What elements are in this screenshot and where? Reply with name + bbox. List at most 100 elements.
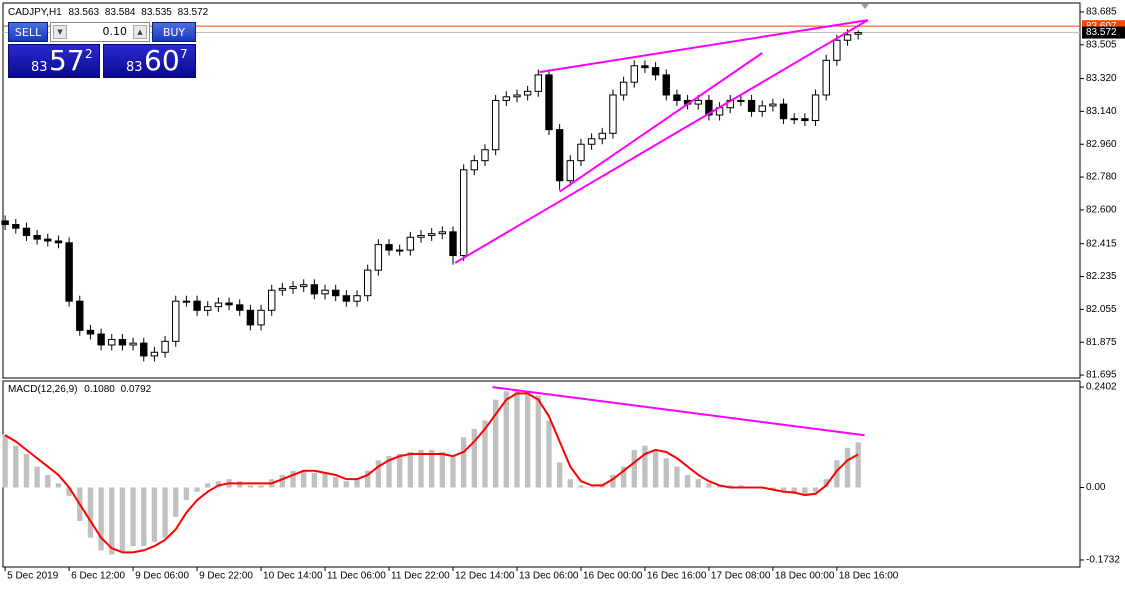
macd-bar [546, 420, 552, 488]
candle-body [587, 138, 596, 145]
candle-body [811, 94, 820, 122]
x-tick-label: 13 Dec 06:00 [519, 571, 579, 582]
candle-body [545, 74, 553, 131]
candle-body [193, 300, 201, 311]
macd-bar [503, 391, 509, 488]
candle-body [577, 143, 585, 162]
candle-body [566, 160, 574, 182]
macd-bar [354, 479, 360, 488]
buy-quote[interactable]: 83 60 7 [103, 44, 196, 78]
lot-up[interactable]: ▲ [133, 25, 147, 39]
macd-bar [652, 449, 659, 488]
candle-body [609, 94, 617, 134]
candle-body [129, 342, 137, 346]
macd-bar [556, 462, 563, 488]
macd-title: MACD(12,26,9) [8, 384, 77, 395]
macd-bar [610, 474, 616, 488]
macd-bar [706, 483, 712, 488]
candle-body [342, 295, 351, 302]
macd-bar [375, 460, 382, 488]
candle-body [449, 231, 457, 257]
candle-body [65, 242, 73, 302]
y-tick-label: -0.1732 [1086, 555, 1120, 566]
candle-body [790, 118, 798, 121]
y-tick-label: 82.415 [1086, 238, 1117, 249]
candle-body [470, 160, 479, 171]
sell-big: 83 [31, 60, 48, 75]
candle-body [1, 220, 9, 226]
candle-body [331, 289, 340, 297]
candle-body [214, 302, 223, 308]
macd-bar [429, 449, 435, 488]
macd-bar [237, 481, 243, 488]
candle-body [246, 309, 255, 326]
candle-body [833, 39, 841, 61]
macd-bar [130, 487, 136, 547]
candle-body [150, 351, 159, 357]
y-tick-label: 83.140 [1086, 106, 1117, 117]
bid-label-box [1082, 26, 1125, 39]
trendline [559, 52, 763, 193]
macd-bar [695, 479, 701, 488]
macd-bar [162, 487, 168, 538]
x-tick-label: 16 Dec 16:00 [647, 571, 707, 582]
last-close: 83.572 [178, 7, 209, 18]
x-tick-label: 9 Dec 06:00 [135, 571, 189, 582]
candle-body [481, 149, 489, 162]
macd-bar [173, 487, 179, 517]
candle-body [44, 238, 52, 242]
signal-line [4, 392, 859, 554]
sell-quote[interactable]: 83 57 2 [8, 44, 100, 78]
y-tick-label: 83.685 [1086, 7, 1117, 18]
y-tick-label: 82.055 [1086, 304, 1117, 315]
candle-body [108, 338, 116, 346]
x-tick-label: 18 Dec 00:00 [775, 571, 835, 582]
sell-button[interactable]: SELL [8, 22, 48, 42]
candle-body [673, 94, 681, 101]
lot-input[interactable]: ▼ 0.10 ▲ [50, 22, 150, 42]
candle-body [97, 333, 105, 346]
candle-body [257, 309, 265, 326]
last-low: 83.535 [141, 7, 172, 18]
candle-body [619, 81, 628, 96]
buy-button[interactable]: BUY [152, 22, 196, 42]
lot-value: 0.10 [102, 25, 128, 38]
candle-body [854, 32, 862, 35]
candle-body [513, 94, 521, 98]
candle-body [459, 169, 468, 257]
candle-body [705, 99, 713, 116]
candle-body [491, 99, 500, 151]
macd-bar [450, 456, 456, 488]
macd-bar [802, 487, 808, 496]
candle-body [843, 34, 852, 41]
macd-bar [684, 474, 691, 488]
macd-bar [492, 399, 499, 488]
macd-bar [439, 451, 445, 488]
candle-body [204, 306, 212, 311]
y-tick-label: 83.320 [1086, 73, 1117, 84]
macd-bar [535, 395, 541, 488]
candle-body [76, 300, 84, 331]
candle-body [225, 302, 233, 306]
y-tick-label: 0.00 [1086, 482, 1106, 493]
candle-body [140, 342, 148, 357]
candle-body [374, 244, 383, 271]
trendline [539, 19, 868, 74]
macd-bar [141, 487, 147, 547]
macd-bar [418, 449, 424, 488]
macd-bar [471, 428, 477, 488]
candle-body [822, 59, 830, 96]
macd-bar [23, 454, 30, 488]
macd-bar [279, 474, 286, 488]
lot-down[interactable]: ▼ [53, 25, 67, 39]
macd-bar [834, 460, 840, 488]
macd-bar [365, 470, 371, 488]
macd-bar [183, 487, 190, 501]
macd-bar [599, 485, 605, 488]
x-tick-label: 12 Dec 14:00 [455, 571, 515, 582]
x-tick-label: 11 Dec 22:00 [391, 571, 450, 582]
macd-bar [2, 434, 8, 488]
buy-frac: 7 [180, 47, 188, 61]
